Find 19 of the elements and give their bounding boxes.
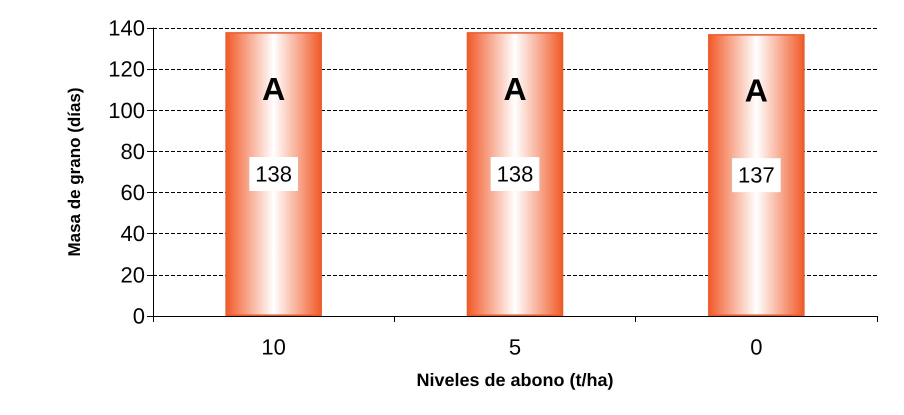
y-tick-label: 80 <box>120 138 145 164</box>
x-tick-label: 5 <box>508 334 522 360</box>
data-label: 138 <box>496 162 534 187</box>
y-tick-label: 40 <box>120 221 145 246</box>
y-tick-label: 0 <box>132 304 145 328</box>
y-axis-title: Masa de grano (días) <box>65 87 84 257</box>
data-label: 137 <box>738 162 775 188</box>
y-tick-label: 120 <box>108 56 145 82</box>
y-tick-label: 100 <box>108 98 145 123</box>
x-axis-title: Niveles de abono (t/ha) <box>416 370 614 390</box>
annotation: A <box>744 72 768 109</box>
annotation: A <box>503 70 527 107</box>
y-tick-label: 60 <box>120 180 145 206</box>
x-tick-label: 10 <box>261 334 286 360</box>
y-tick-label: 20 <box>120 262 145 288</box>
x-tick-label: 0 <box>750 334 762 360</box>
y-tick-label: 140 <box>108 16 145 40</box>
annotation: A <box>262 70 286 107</box>
data-label: 138 <box>255 162 292 187</box>
